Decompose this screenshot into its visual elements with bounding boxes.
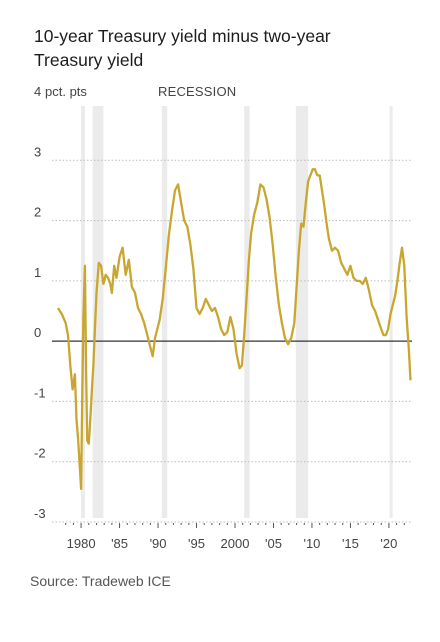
recession-band xyxy=(295,106,309,518)
x-tick-label: '10 xyxy=(303,536,320,551)
recession-legend-label: RECESSION xyxy=(158,84,236,99)
x-tick-label: '85 xyxy=(111,536,128,551)
y-tick-label: 2 xyxy=(34,205,41,220)
y-tick-label: 1 xyxy=(34,265,41,280)
y-tick-label: 3 xyxy=(34,144,41,159)
recession-band xyxy=(161,106,168,518)
x-tick-label: '05 xyxy=(265,536,282,551)
x-tick-label: 1980 xyxy=(67,536,96,551)
recession-bands xyxy=(81,106,393,518)
chart-title-line-1: 10-year Treasury yield minus two-year xyxy=(34,26,331,46)
chart-title: 10-year Treasury yield minus two-year Tr… xyxy=(34,24,424,72)
y-tick-label: 4 xyxy=(34,84,41,99)
x-tick-label: 2000 xyxy=(221,536,250,551)
x-tick-label: '90 xyxy=(150,536,167,551)
yield-spread-line xyxy=(57,168,412,490)
x-tick-label: '95 xyxy=(188,536,205,551)
y-tick-label: -2 xyxy=(34,446,46,461)
y-axis-unit: pct. pts xyxy=(45,84,87,99)
chart-title-line-2: Treasury yield xyxy=(34,50,144,70)
x-axis-ticks: 1980 '85 '90 '95 2000 '05 '10 '15 '20 xyxy=(65,523,405,551)
source-note: Source: Tradeweb ICE xyxy=(30,573,171,589)
x-tick-label: '20 xyxy=(380,536,397,551)
y-tick-label: 0 xyxy=(34,325,41,340)
x-tick-label: '15 xyxy=(342,536,359,551)
y-tick-label: -1 xyxy=(34,385,46,400)
y-axis-ticks: 4 pct. pts 3 2 1 0 -1 -2 -3 xyxy=(34,84,87,521)
recession-band xyxy=(92,106,104,518)
y-tick-label: -3 xyxy=(34,506,46,521)
recession-band xyxy=(244,106,250,518)
